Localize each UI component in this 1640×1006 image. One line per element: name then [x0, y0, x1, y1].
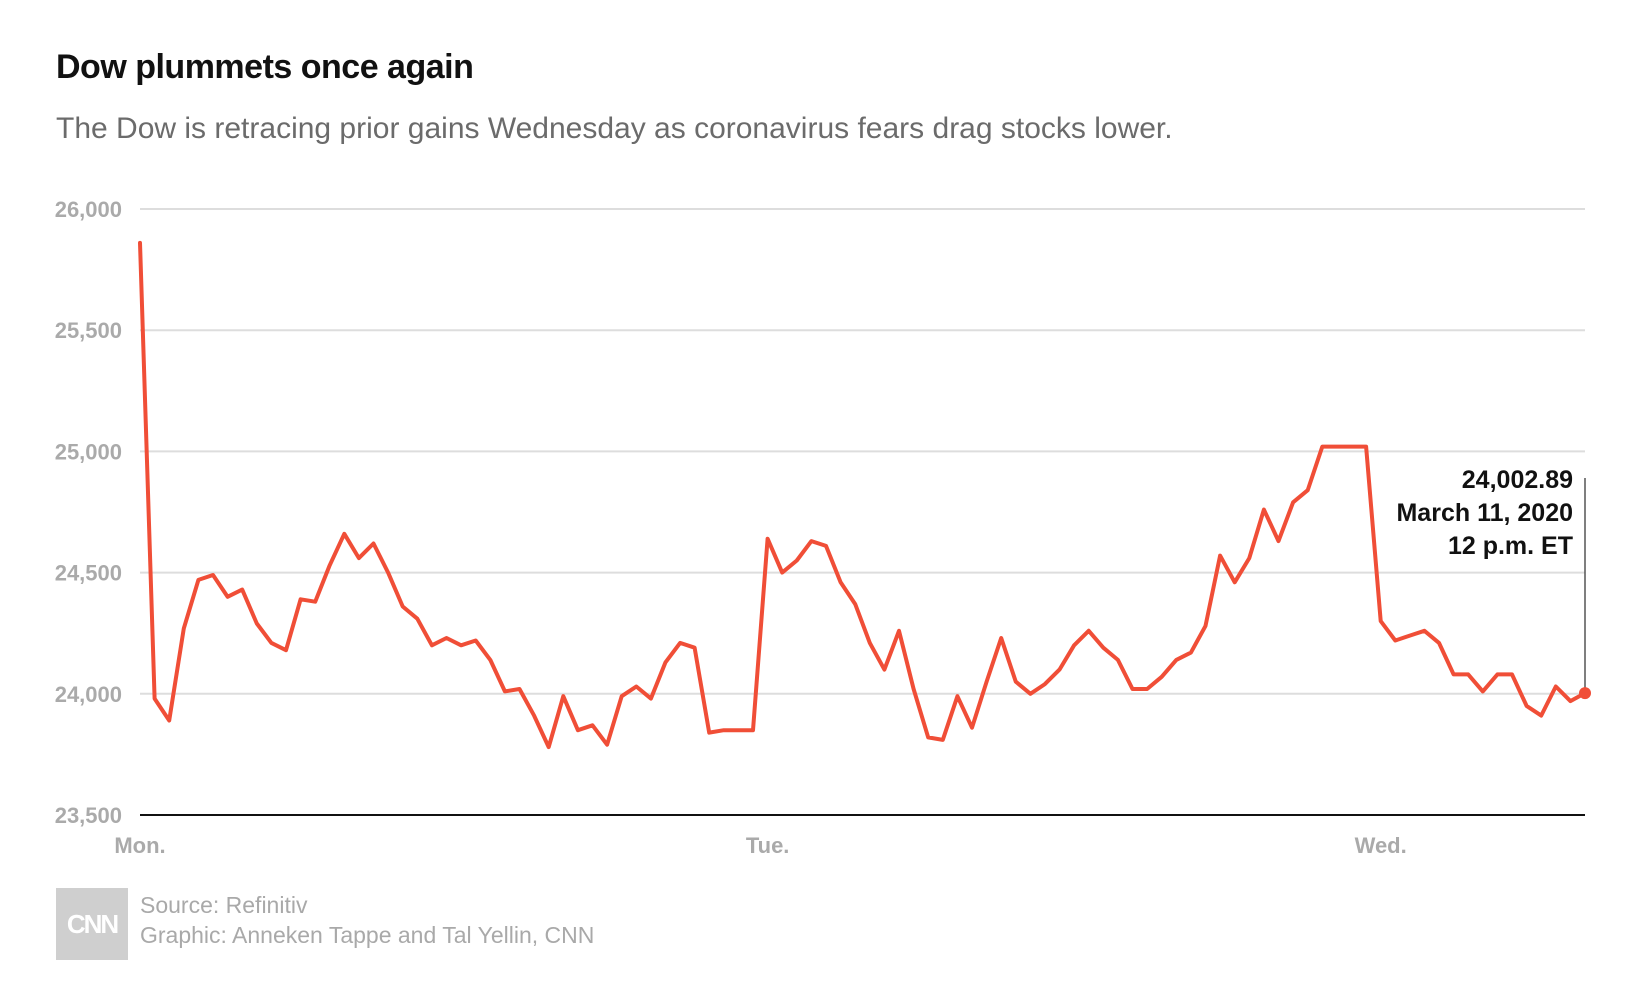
y-tick-label: 26,000 [55, 197, 122, 222]
y-tick-label: 23,500 [55, 803, 122, 828]
x-tick-label: Tue. [746, 833, 790, 858]
x-tick-label: Wed. [1355, 833, 1407, 858]
annotation-date: March 11, 2020 [1396, 499, 1573, 527]
chart-title: Dow plummets once again [56, 48, 474, 86]
x-tick-label: Mon. [114, 833, 165, 858]
graphic-credit: Graphic: Anneken Tappe and Tal Yellin, C… [140, 922, 595, 948]
annotation-value: 24,002.89 [1462, 466, 1573, 494]
y-tick-label: 25,000 [55, 439, 122, 464]
y-tick-label: 24,500 [55, 561, 122, 586]
chart-subtitle: The Dow is retracing prior gains Wednesd… [56, 112, 1173, 145]
last-value-point [1579, 687, 1591, 700]
annotation-time: 12 p.m. ET [1448, 532, 1573, 560]
y-tick-label: 24,000 [55, 682, 122, 707]
y-tick-label: 25,500 [55, 318, 122, 343]
dow-series-line [138, 240, 1587, 750]
cnn-logo: CNN [56, 888, 128, 960]
source-credit: Source: Refinitiv [140, 892, 308, 918]
